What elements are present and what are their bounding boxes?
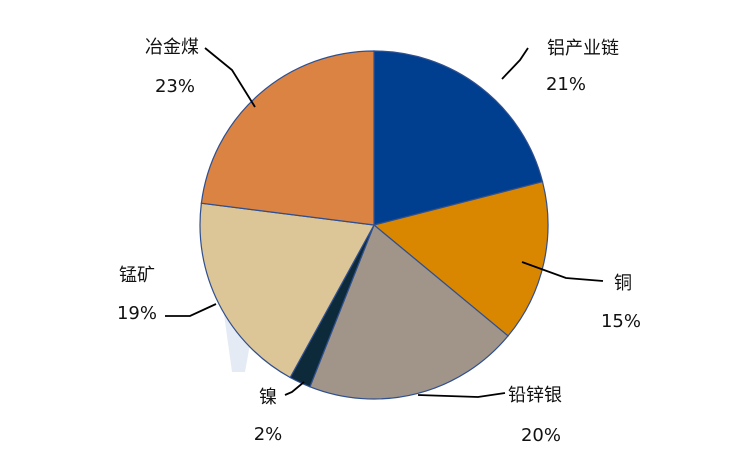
pie-slice [373,50,544,226]
slice-name-label: 铝产业链 [547,38,619,59]
slice-name-label: 镍 [259,387,277,408]
slice-value-label: 19% [117,303,157,324]
slice-value-label: 20% [521,425,561,446]
leader-line [521,261,604,282]
leader-line [204,47,256,108]
slice-value-label: 21% [546,74,586,95]
leader-line [501,47,529,80]
pie-slice [199,202,375,379]
slice-name-label: 铜 [614,273,632,294]
slice-name-label: 铅锌银 [508,385,562,406]
leader-line [165,303,217,317]
leader-line [417,392,506,398]
pie-slice [309,224,509,400]
leader-line [284,381,305,396]
slice-name-label: 冶金煤 [145,37,199,58]
pie-slice [200,50,375,226]
pie-slice [372,180,549,337]
slice-value-label: 23% [155,76,195,97]
slice-name-label: 锰矿 [119,265,155,286]
slice-value-label: 2% [254,424,283,445]
slice-value-label: 15% [601,311,641,332]
